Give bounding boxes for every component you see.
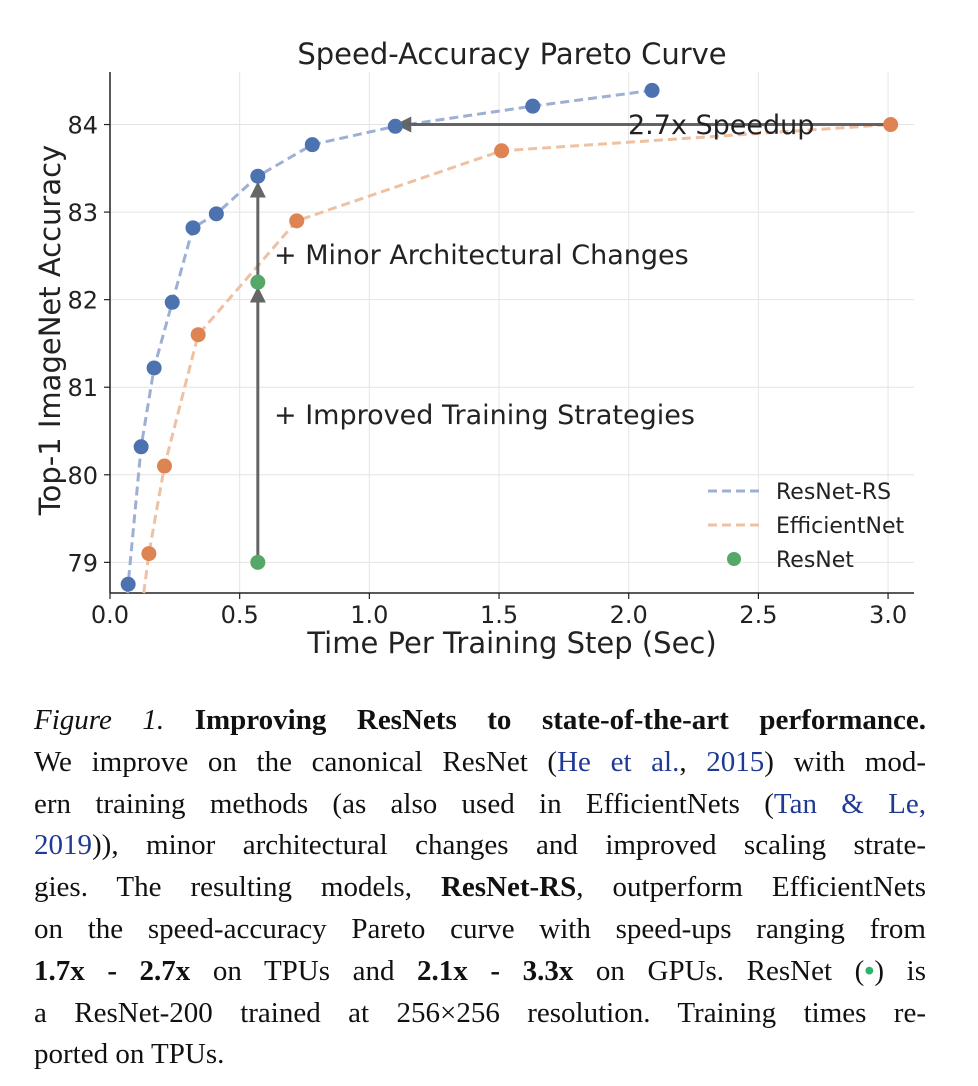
- caption-line-7: 1.7x - 2.7x on TPUs and 2.1x - 3.3x on G…: [34, 951, 926, 993]
- citation-link-tan-le[interactable]: Tan & Le,: [773, 787, 926, 820]
- caption-text: on GPUs. ResNet (: [573, 954, 865, 987]
- x-axis-label: Time Per Training Step (Sec): [306, 626, 716, 660]
- speedup-arrow-head: [395, 116, 412, 133]
- citation-link-he[interactable]: He et al.: [557, 745, 680, 778]
- caption-line-4: 2019)), minor architectural changes and …: [34, 825, 926, 867]
- caption-title: Improving ResNets to state-of-the-art pe…: [194, 704, 927, 736]
- data-point-resnet-rs: [304, 137, 320, 153]
- pareto-chart: 0.0 0.5 1.0 1.5 2.0 2.5 3.0 79 80 81 82 83 84 Speed-…: [33, 37, 914, 660]
- caption-line-2: We improve on the canonical ResNet (He e…: [34, 742, 926, 784]
- data-point-resnet-rs: [208, 206, 224, 222]
- caption-text: on TPUs and: [190, 954, 418, 987]
- x-tick-label: 2.5: [739, 601, 777, 629]
- resnet-dot-icon: •: [864, 954, 875, 987]
- y-tick-label: 83: [67, 199, 98, 227]
- caption-text: on the speed-accuracy Pareto curve with …: [34, 912, 926, 945]
- caption-line-8: a ResNet-200 trained at 256×256 resoluti…: [34, 993, 926, 1035]
- data-point-resnet-rs: [250, 168, 266, 184]
- caption-text: a ResNet-200 trained at 256×256 resoluti…: [34, 996, 926, 1029]
- series-line-resnet-rs: [125, 88, 653, 594]
- annotation-architecture: + Minor Architectural Changes: [274, 240, 689, 271]
- legend-swatch-resnet: [727, 552, 741, 566]
- caption-text: ,: [679, 745, 707, 778]
- x-tick-label: 1.5: [480, 601, 518, 629]
- chart-title: Speed-Accuracy Pareto Curve: [297, 37, 726, 71]
- caption-text: ern training methods (as also used in Ef…: [34, 787, 774, 820]
- data-point-resnet-rs: [644, 82, 660, 98]
- data-point-resnet-rs: [120, 576, 136, 592]
- annotation-arrows: [249, 116, 891, 563]
- citation-link-2015[interactable]: 2015: [706, 745, 765, 778]
- data-point-efficientnet: [156, 458, 172, 474]
- x-tick-label: 0.0: [91, 601, 129, 629]
- citation-link-2019[interactable]: 2019: [34, 829, 92, 862]
- caption-line-6: on the speed-accuracy Pareto curve with …: [34, 909, 926, 951]
- caption-text: ) is: [874, 954, 926, 987]
- x-tick-label: 3.0: [869, 601, 907, 629]
- data-point-resnet: [250, 554, 266, 570]
- data-point-efficientnet: [141, 546, 157, 562]
- caption-line-1: Figure 1. Improving ResNets to state-of-…: [34, 700, 926, 742]
- caption-bold-gpu-range: 2.1x - 3.3x: [417, 954, 574, 987]
- caption-line-9: ported on TPUs.: [34, 1034, 926, 1076]
- architecture-arrow-head: [249, 181, 266, 198]
- data-point-resnet-rs: [146, 360, 162, 376]
- data-point-efficientnet: [289, 213, 305, 229]
- legend: ResNet-RS EfficientNet ResNet: [708, 480, 904, 573]
- caption-text: ported on TPUs.: [34, 1038, 225, 1071]
- x-tick-label: 0.5: [221, 601, 259, 629]
- annotation-speedup: 2.7x Speedup: [628, 110, 814, 141]
- legend-label-efficientnet: EfficientNet: [776, 514, 904, 539]
- chart-canvas: 0.0 0.5 1.0 1.5 2.0 2.5 3.0 79 80 81 82 83 84 Speed-…: [33, 37, 914, 660]
- axes: [104, 72, 914, 599]
- legend-label-resnet: ResNet: [776, 548, 854, 573]
- training-arrow-head: [249, 286, 266, 303]
- data-point-efficientnet: [494, 143, 510, 159]
- y-tick-label: 79: [67, 549, 98, 577]
- figure-label: Figure 1.: [34, 704, 165, 736]
- x-tick-label: 1.0: [350, 601, 388, 629]
- y-tick-label: 80: [67, 462, 98, 490]
- y-tick-label: 82: [67, 287, 98, 315]
- legend-label-resnet-rs: ResNet-RS: [776, 480, 891, 505]
- caption-text: )), minor architectural changes and impr…: [92, 829, 926, 862]
- caption-text: We improve on the canonical ResNet (: [34, 745, 558, 778]
- annotation-training: + Improved Training Strategies: [274, 400, 695, 431]
- figure-caption: Figure 1. Improving ResNets to state-of-…: [34, 700, 926, 1076]
- y-tick-label: 84: [67, 112, 98, 140]
- caption-bold-tpu-range: 1.7x - 2.7x: [34, 954, 191, 987]
- data-point-resnet-rs: [387, 118, 403, 134]
- series-points: [120, 82, 899, 592]
- data-point-resnet-rs: [164, 294, 180, 310]
- caption-line-5: gies. The resulting models, ResNet-RS, o…: [34, 867, 926, 909]
- x-tick-label: 2.0: [610, 601, 648, 629]
- y-tick-label: 81: [67, 374, 98, 402]
- data-point-resnet-rs: [185, 220, 201, 236]
- caption-line-3: ern training methods (as also used in Ef…: [34, 784, 926, 826]
- data-point-resnet-rs: [133, 439, 149, 455]
- caption-bold-resnet-rs: ResNet-RS: [440, 871, 577, 904]
- caption-text: ) with mod-: [764, 745, 927, 778]
- data-point-efficientnet: [883, 117, 899, 133]
- y-axis-label: Top-1 ImageNet Accuracy: [33, 145, 67, 516]
- data-point-efficientnet: [190, 327, 206, 343]
- data-point-resnet: [250, 274, 266, 290]
- caption-text: , outperform EfficientNets: [576, 871, 926, 904]
- data-point-resnet-rs: [525, 98, 541, 114]
- caption-text: gies. The resulting models,: [34, 871, 441, 904]
- tick-labels: 0.0 0.5 1.0 1.5 2.0 2.5 3.0 79 80 81 82 83 84: [67, 112, 907, 629]
